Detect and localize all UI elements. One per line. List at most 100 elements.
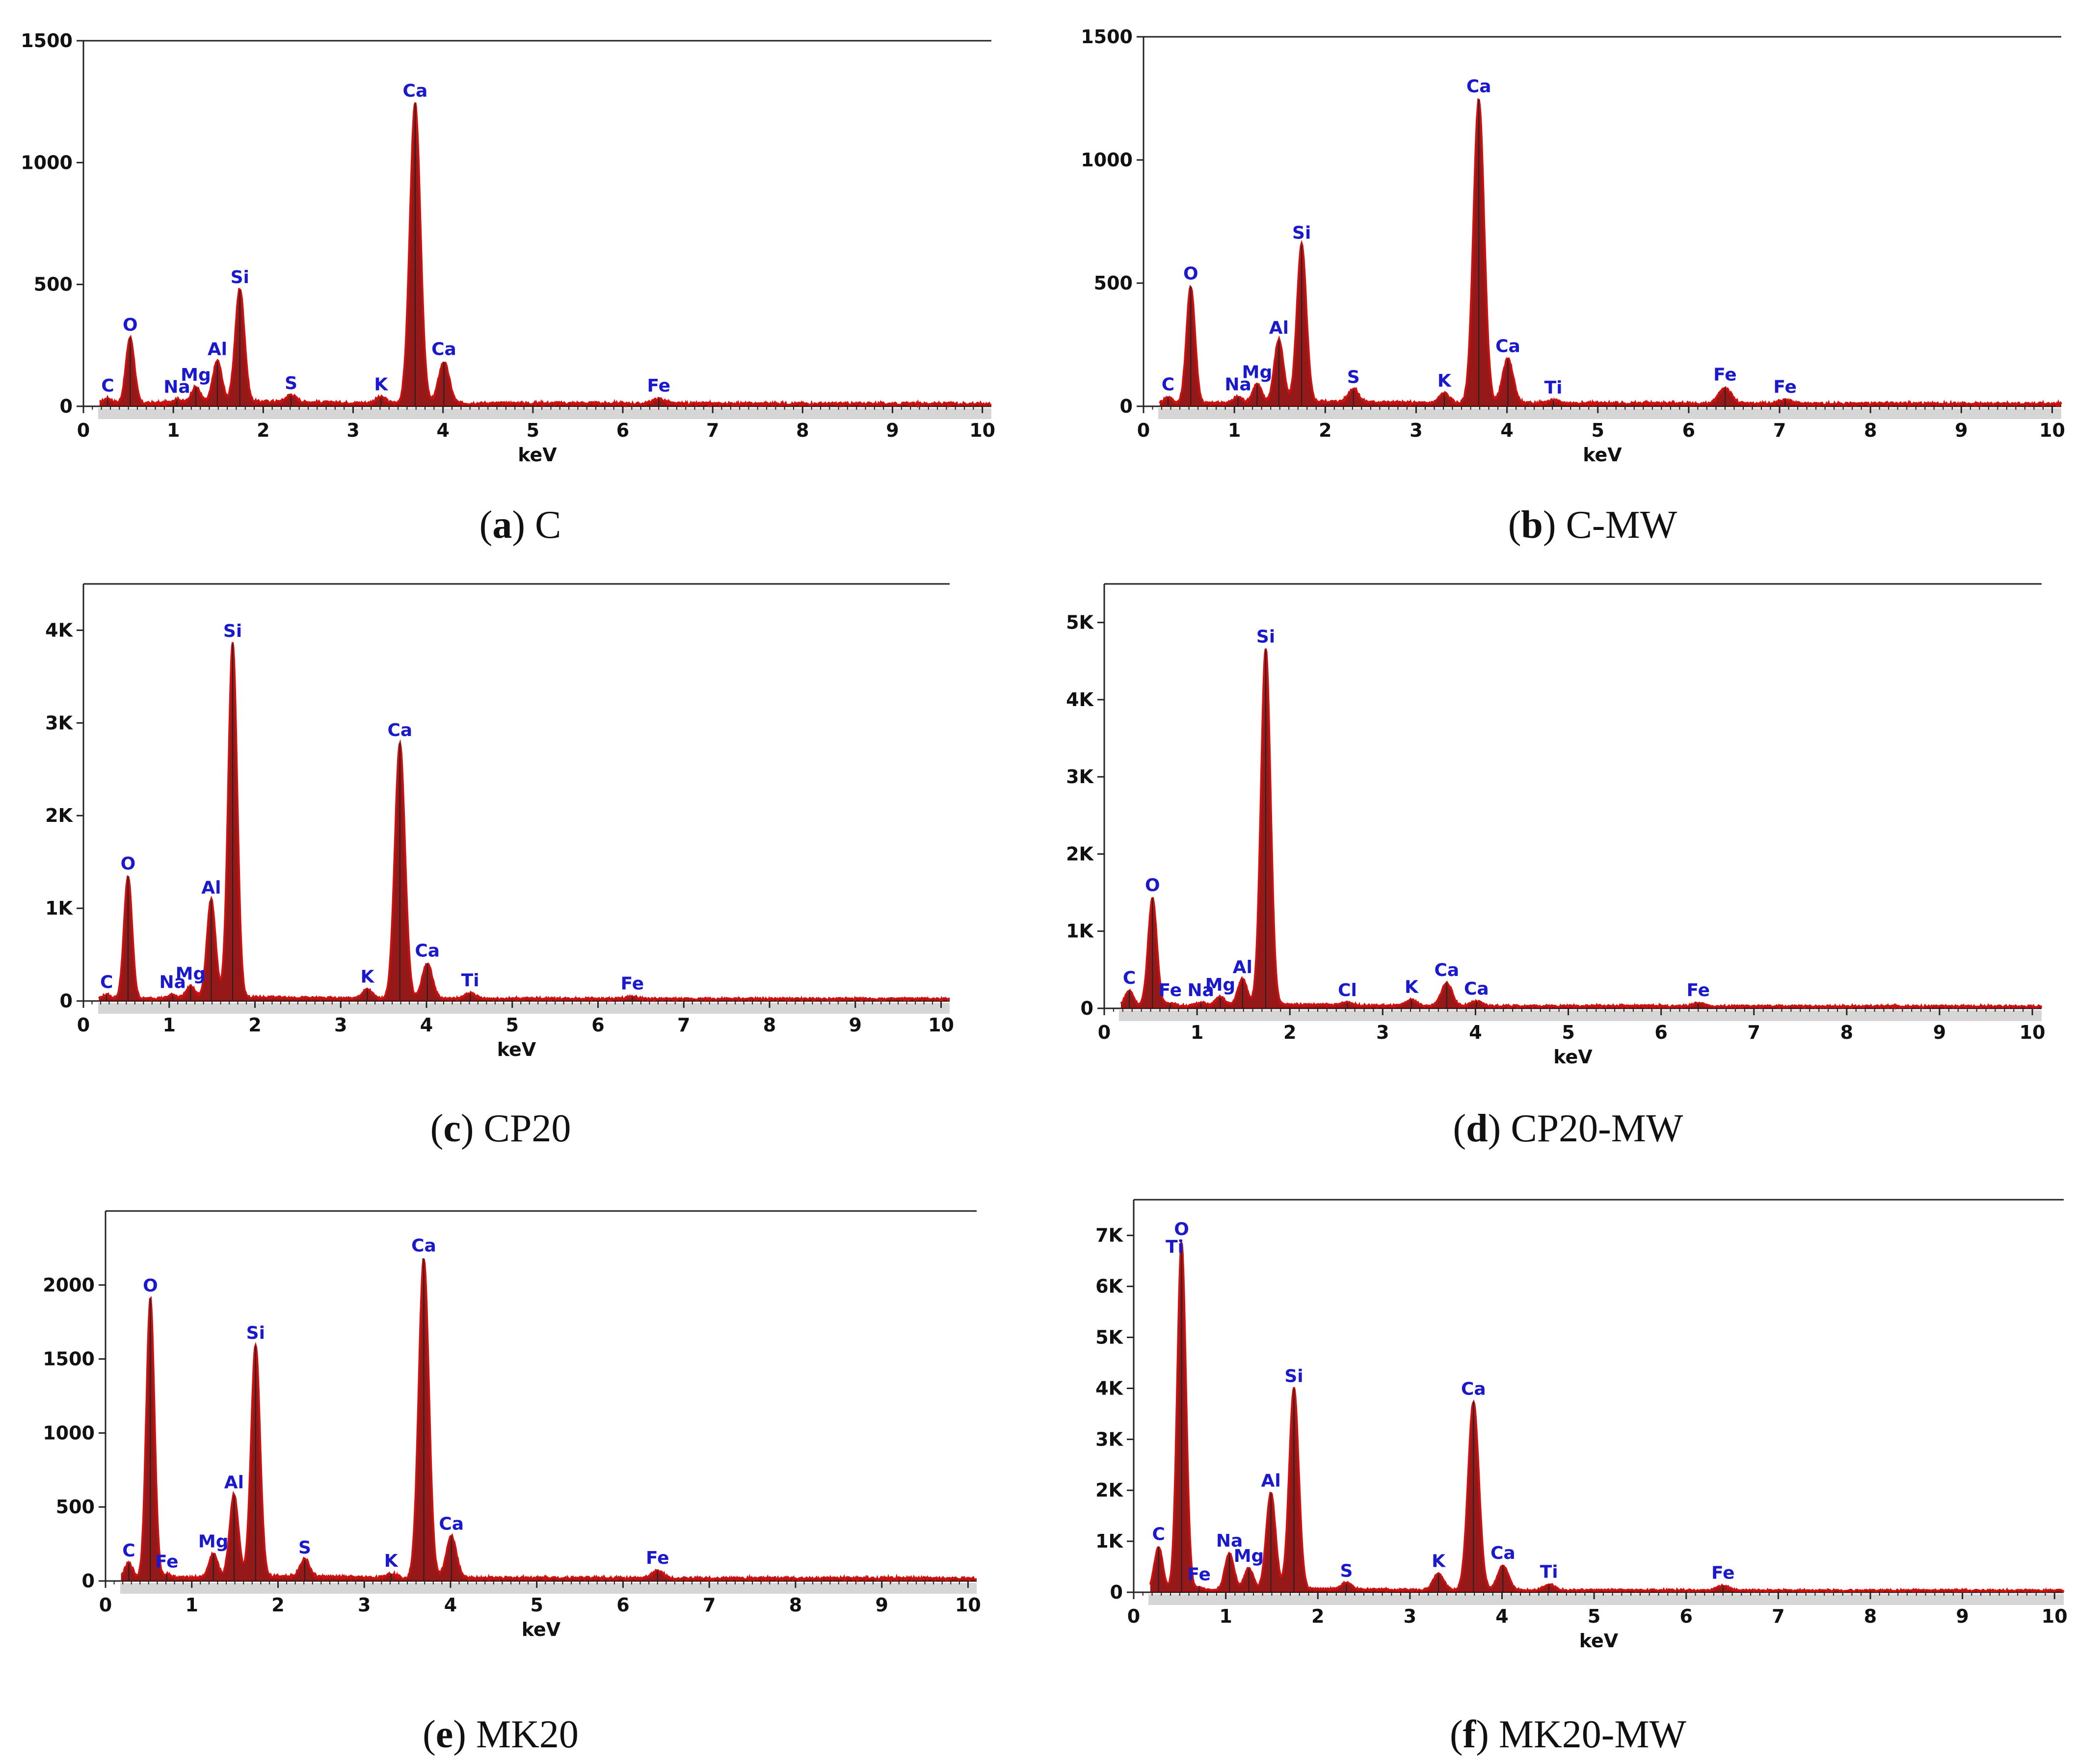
x-tick-label: 9 [1955, 420, 1968, 441]
peak-label-ti: Ti [1544, 378, 1563, 398]
x-tick-label: 3 [358, 1594, 371, 1616]
x-tick-label: 2 [271, 1594, 284, 1616]
axis-shade [98, 1003, 950, 1014]
x-tick-label: 4 [436, 420, 449, 441]
y-tick-label: 7K [1095, 1225, 1123, 1246]
peak-label-mg: Mg [1234, 1546, 1264, 1566]
peak-label-k: K [384, 1551, 399, 1571]
x-tick-label: 2 [1283, 1022, 1296, 1043]
spectrum-fill [1160, 100, 2061, 407]
peak-label-ca: Ca [1434, 960, 1459, 980]
peak-label-fe: Fe [155, 1552, 179, 1572]
x-tick-label: 9 [1933, 1022, 1946, 1043]
peak-label-fe: Fe [1687, 980, 1710, 1000]
x-tick-label: 5 [530, 1594, 543, 1616]
x-tick-label: 3 [1376, 1022, 1389, 1043]
y-tick-label: 2K [45, 805, 73, 826]
axis-shade [1158, 408, 2061, 419]
peak-label-al: Al [224, 1473, 244, 1493]
x-tick-label: 1 [167, 420, 180, 441]
x-tick-label: 7 [1748, 1022, 1760, 1043]
spectrum-fill [121, 1259, 977, 1581]
x-tick-label: 4 [1469, 1022, 1482, 1043]
peak-label-si: Si [246, 1323, 265, 1343]
y-tick-label: 1K [1095, 1530, 1123, 1552]
peak-label-mg: Mg [1205, 975, 1236, 995]
peak-label-c: C [101, 376, 114, 396]
y-tick-label: 0 [1110, 1581, 1123, 1603]
x-axis-label: keV [497, 1039, 536, 1060]
axis-shade [1148, 1594, 2064, 1605]
x-tick-label: 3 [346, 420, 359, 441]
y-tick-label: 1500 [43, 1348, 95, 1370]
spectrum-line [1159, 98, 2062, 408]
y-tick-label: 5K [1095, 1327, 1123, 1348]
x-tick-label: 1 [163, 1014, 176, 1036]
x-tick-label: 0 [1137, 420, 1150, 441]
y-tick-label: 1000 [1081, 149, 1133, 171]
peak-label-na: Na [160, 973, 186, 993]
y-tick-label: 0 [60, 395, 73, 417]
x-tick-label: 7 [677, 1014, 690, 1036]
peak-label-mg: Mg [198, 1532, 229, 1552]
y-tick-label: 2K [1066, 843, 1094, 865]
peak-label-mg: Mg [1242, 362, 1273, 382]
x-tick-label: 2 [1319, 420, 1331, 441]
y-tick-label: 1K [45, 897, 73, 919]
x-tick-label: 7 [1772, 1606, 1784, 1627]
peak-label-c: C [1123, 968, 1136, 988]
y-tick-label: 4K [1066, 689, 1094, 711]
spectrum-line [121, 1258, 977, 1583]
caption-c: (c) CP20 [430, 1107, 571, 1150]
x-tick-label: 0 [77, 1014, 90, 1036]
peak-label-ca: Ca [1464, 979, 1489, 999]
x-tick-label: 8 [1840, 1022, 1853, 1043]
y-tick-label: 1000 [21, 152, 73, 173]
peak-label-si: Si [231, 267, 249, 288]
peak-label-s: S [298, 1538, 311, 1558]
caption-d: (d) CP20-MW [1453, 1107, 1683, 1150]
y-tick-label: 3K [1066, 766, 1094, 788]
peak-label-ca: Ca [1466, 77, 1491, 97]
x-tick-label: 2 [257, 420, 269, 441]
x-axis-label: keV [1553, 1046, 1593, 1068]
spectrum-line [98, 642, 950, 1003]
peak-label-na: Na [1224, 374, 1251, 395]
x-tick-label: 10 [928, 1014, 954, 1036]
x-tick-label: 9 [849, 1014, 862, 1036]
peak-label-ti: Ti [1540, 1562, 1558, 1582]
peak-label-c: C [1162, 374, 1174, 395]
x-tick-label: 1 [1228, 420, 1241, 441]
spectrum-line [99, 102, 992, 409]
caption-b: (b) C-MW [1508, 503, 1677, 547]
x-tick-label: 8 [1864, 1606, 1877, 1627]
peak-label-s: S [1340, 1561, 1353, 1581]
peak-label-c: C [1152, 1525, 1165, 1545]
x-tick-label: 7 [703, 1594, 716, 1616]
x-tick-label: 10 [2020, 1022, 2046, 1043]
y-tick-label: 4K [45, 619, 73, 641]
x-tick-label: 0 [1127, 1606, 1140, 1627]
x-tick-label: 7 [1773, 420, 1786, 441]
peak-label-o: O [1145, 875, 1160, 895]
peak-label-c: C [100, 973, 113, 993]
y-tick-label: 500 [1094, 272, 1133, 294]
peak-label-c: C [122, 1541, 135, 1561]
peak-label-k: K [360, 967, 374, 987]
spectrum-panel-e: 0 500 1000 1500 2000 0 1 2 3 4 5 6 7 8 9 10 keV C O Fe Mg Al S… [43, 1210, 981, 1640]
peak-label-ca: Ca [415, 941, 440, 961]
x-tick-label: 5 [506, 1014, 519, 1036]
y-tick-label: 2000 [43, 1274, 95, 1296]
peak-label-fe: Fe [1711, 1563, 1735, 1583]
y-tick-label: 5K [1066, 612, 1094, 633]
x-tick-label: 9 [886, 420, 899, 441]
y-tick-label: 1500 [21, 30, 73, 52]
x-tick-label: 6 [616, 420, 629, 441]
x-tick-label: 7 [706, 420, 719, 441]
peak-label-ca: Ca [1490, 1543, 1516, 1563]
spectrum-fill [1121, 648, 2042, 1008]
